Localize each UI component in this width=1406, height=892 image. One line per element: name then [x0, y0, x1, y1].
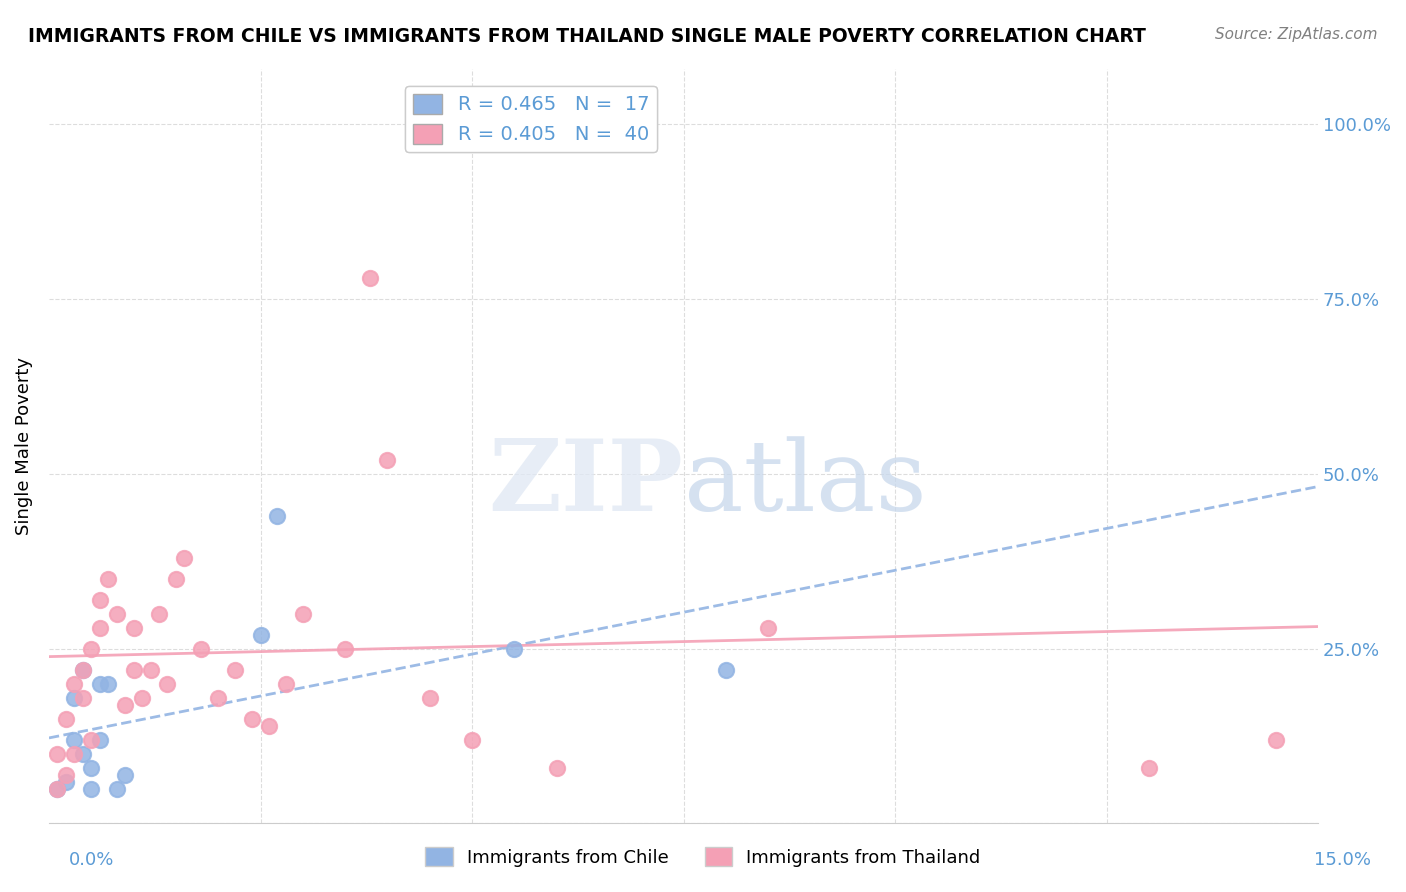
Text: IMMIGRANTS FROM CHILE VS IMMIGRANTS FROM THAILAND SINGLE MALE POVERTY CORRELATIO: IMMIGRANTS FROM CHILE VS IMMIGRANTS FROM…	[28, 27, 1146, 45]
Point	[80, 732, 103, 747]
Point	[89, 621, 111, 635]
Point	[72, 747, 94, 761]
Point	[46, 781, 69, 796]
Point	[131, 690, 153, 705]
Point	[257, 718, 280, 732]
Point	[55, 712, 77, 726]
Point	[333, 641, 356, 656]
Point	[63, 732, 86, 747]
Point	[46, 747, 69, 761]
Point	[714, 663, 737, 677]
Point	[165, 572, 187, 586]
Point	[63, 676, 86, 690]
Point	[89, 676, 111, 690]
Y-axis label: Single Male Poverty: Single Male Poverty	[15, 357, 32, 535]
Point	[360, 271, 382, 285]
Point	[114, 767, 136, 781]
Point	[1264, 732, 1286, 747]
Point	[274, 676, 297, 690]
Point	[55, 767, 77, 781]
Point	[419, 690, 441, 705]
Point	[46, 781, 69, 796]
Point	[224, 663, 246, 677]
Point	[97, 676, 120, 690]
Point	[80, 781, 103, 796]
Point	[461, 732, 484, 747]
Point	[546, 760, 568, 774]
Point	[105, 781, 128, 796]
Point	[105, 607, 128, 621]
Text: 15.0%: 15.0%	[1315, 851, 1371, 869]
Point	[114, 698, 136, 712]
Point	[139, 663, 162, 677]
Point	[148, 607, 170, 621]
Point	[503, 641, 526, 656]
Point	[97, 572, 120, 586]
Point	[80, 641, 103, 656]
Point	[291, 607, 314, 621]
Point	[1137, 760, 1160, 774]
Point	[80, 760, 103, 774]
Point	[122, 663, 145, 677]
Point	[55, 774, 77, 789]
Text: 0.0%: 0.0%	[69, 851, 114, 869]
Point	[63, 747, 86, 761]
Text: Source: ZipAtlas.com: Source: ZipAtlas.com	[1215, 27, 1378, 42]
Point	[156, 676, 179, 690]
Point	[72, 663, 94, 677]
Point	[207, 690, 229, 705]
Text: atlas: atlas	[683, 436, 927, 532]
Point	[72, 663, 94, 677]
Point	[72, 690, 94, 705]
Text: ZIP: ZIP	[489, 435, 683, 533]
Point	[190, 641, 212, 656]
Point	[377, 453, 399, 467]
Legend: R = 0.465   N =  17, R = 0.405   N =  40: R = 0.465 N = 17, R = 0.405 N = 40	[405, 86, 657, 153]
Legend: Immigrants from Chile, Immigrants from Thailand: Immigrants from Chile, Immigrants from T…	[418, 840, 988, 874]
Point	[503, 118, 526, 132]
Point	[89, 732, 111, 747]
Point	[266, 508, 288, 523]
Point	[173, 550, 195, 565]
Point	[249, 628, 271, 642]
Point	[63, 690, 86, 705]
Point	[89, 592, 111, 607]
Point	[240, 712, 263, 726]
Point	[122, 621, 145, 635]
Point	[756, 621, 779, 635]
